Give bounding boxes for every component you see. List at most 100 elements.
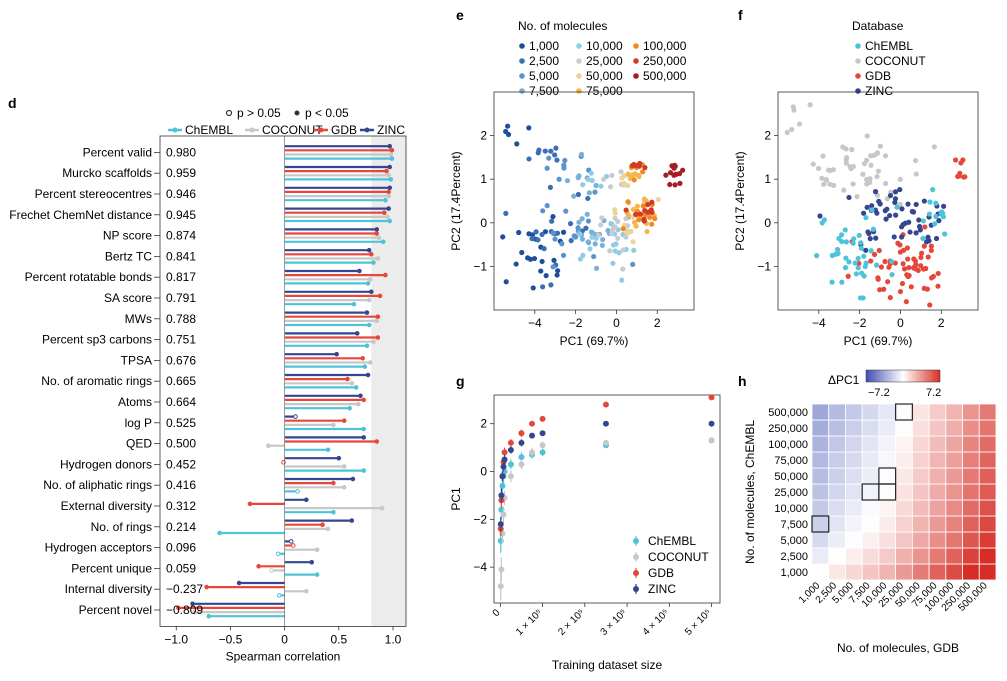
point-gdb	[913, 262, 919, 268]
point-coconut	[877, 143, 883, 149]
point-gdb	[906, 265, 912, 271]
point	[585, 176, 592, 183]
point-gdb	[918, 254, 924, 261]
y-tick-label: 50,000	[774, 471, 808, 483]
bar-end-marker	[383, 197, 388, 203]
heatmap-cell	[878, 547, 897, 565]
x-tick-label: 2 × 10⁵	[556, 607, 587, 638]
heatmap-cell	[895, 403, 913, 421]
point-chembl	[853, 271, 859, 277]
point-gdb	[930, 273, 937, 280]
panel-e-pca-size: No. of molecules 1,000 10,000 100,000 2,500…	[449, 19, 695, 348]
bar-end-marker	[387, 164, 393, 170]
panel-e-legend: 1,000 10,000 100,000 2,500 25,000 250,000 5,00…	[519, 39, 687, 98]
legend-dot-icon	[172, 127, 178, 133]
point	[550, 230, 556, 236]
bar-end-marker	[366, 322, 372, 328]
point	[600, 236, 606, 243]
metric-name: Percent valid	[83, 145, 152, 159]
bar-end-marker	[374, 231, 380, 236]
point-zinc	[916, 223, 923, 230]
point	[613, 241, 619, 247]
bar-end-marker	[371, 339, 376, 345]
heatmap-cell	[945, 451, 963, 469]
metric-name: Hydrogen acceptors	[45, 541, 152, 555]
point	[572, 234, 579, 240]
point-chembl	[856, 232, 862, 239]
point-chembl	[889, 258, 895, 265]
bar-end-marker	[303, 589, 309, 594]
point-zinc	[897, 186, 903, 193]
point-coconut	[821, 181, 827, 187]
point-gdb	[899, 280, 906, 287]
point-zinc	[926, 238, 932, 244]
heatmap-cell	[978, 531, 997, 549]
point	[554, 157, 560, 163]
bar-end-marker	[276, 593, 282, 598]
point-zinc	[916, 217, 922, 223]
metric-name: External diversity	[61, 499, 152, 513]
heatmap-cell	[811, 547, 830, 565]
heatmap-cell	[945, 419, 963, 437]
x-tick-label: −1.0	[164, 632, 188, 646]
point	[620, 226, 626, 232]
bar-end-marker	[362, 364, 368, 369]
point-gdb	[877, 287, 883, 293]
point-zinc	[921, 198, 927, 204]
bar-end-marker	[325, 447, 331, 453]
point-coconut	[868, 162, 874, 168]
x-tick-label: −4	[528, 316, 542, 330]
point	[592, 189, 598, 195]
bar-end-marker	[369, 289, 374, 295]
point-chembl	[843, 255, 849, 261]
heatmap-cell	[928, 403, 947, 421]
heatmap-cell	[845, 499, 863, 517]
point-zinc	[941, 203, 947, 209]
bar-end-marker	[309, 559, 315, 565]
bar-end-marker	[364, 343, 370, 349]
bar-end-marker	[266, 443, 271, 449]
legend-sig-label: p > 0.05	[237, 106, 281, 120]
point-zinc	[873, 235, 879, 241]
point-chembl	[829, 279, 835, 285]
heatmap-cell	[945, 403, 963, 421]
legend-dot-icon	[576, 58, 582, 64]
heatmap-cell	[811, 515, 830, 533]
heatmap-cell	[828, 483, 846, 501]
heatmap-highlight-cell	[811, 515, 830, 533]
point	[608, 184, 614, 190]
point-gdb	[539, 415, 546, 422]
x-tick-label: −0.5	[219, 632, 243, 646]
point-gdb	[901, 266, 908, 272]
metric-name: Bertz TC	[105, 249, 152, 263]
panel-d-labels: Percent valid 0.980 Murcko scaffolds 0.959 P…	[9, 145, 203, 617]
metric-rho: 0.751	[166, 333, 196, 347]
heatmap-cell	[828, 563, 846, 581]
panel-h-title: ΔPC1	[828, 373, 860, 387]
bar-end-marker	[387, 185, 393, 191]
point-zinc	[891, 234, 897, 240]
point	[625, 212, 631, 218]
heatmap-cell	[828, 515, 846, 533]
point-coconut	[882, 153, 889, 159]
bar-end-marker	[347, 405, 352, 411]
metric-rho: 0.788	[166, 312, 196, 326]
point-chembl	[507, 461, 514, 468]
legend-dot-icon	[576, 73, 582, 79]
x-tick-label: 1 × 10⁵	[514, 607, 545, 638]
point	[631, 161, 637, 168]
point	[644, 228, 650, 235]
heatmap-cell	[828, 467, 846, 485]
heatmap-cell	[911, 547, 930, 565]
heatmap-cell	[895, 451, 913, 469]
point-zinc	[909, 208, 915, 215]
point-gdb	[882, 258, 888, 265]
y-tick-label: 1	[480, 172, 487, 186]
heatmap-cell	[811, 531, 830, 549]
heatmap-cell	[928, 419, 947, 437]
legend-label: 75,000	[586, 84, 623, 98]
bar-end-marker	[367, 360, 373, 365]
heatmap-cell	[945, 467, 963, 485]
point	[620, 266, 626, 272]
point-gdb	[952, 157, 959, 163]
